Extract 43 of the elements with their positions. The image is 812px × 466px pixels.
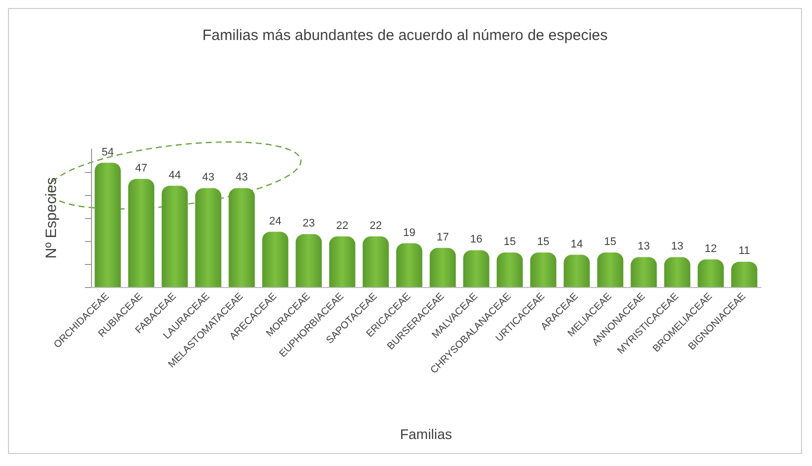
bar (463, 250, 490, 287)
data-label: 43 (202, 172, 214, 184)
bar (296, 234, 322, 287)
bar (664, 257, 690, 287)
chart-title: Familias más abundantes de acuerdo al número de especies (202, 27, 608, 44)
data-label: 19 (403, 226, 416, 239)
bar (228, 188, 255, 287)
bar (128, 178, 154, 287)
data-label: 17 (436, 231, 449, 244)
x-axis-title: Familias (400, 426, 452, 442)
data-label: 43 (236, 172, 248, 184)
data-label: 15 (504, 236, 516, 248)
bar (496, 252, 523, 287)
data-label: 24 (269, 215, 282, 228)
bar (564, 254, 590, 287)
data-label: 15 (537, 236, 550, 248)
data-label: 11 (738, 245, 750, 258)
bar (731, 262, 758, 287)
y-axis-title: Nº Especies (43, 177, 60, 259)
bar (430, 248, 456, 287)
bar (630, 257, 657, 287)
bar (698, 259, 724, 287)
data-label: 13 (638, 240, 650, 253)
data-label: 12 (704, 242, 717, 255)
data-label: 13 (671, 240, 684, 253)
bar (597, 252, 624, 287)
bar (162, 186, 188, 287)
bar (396, 243, 422, 287)
bar (530, 252, 556, 287)
data-label: 22 (336, 220, 348, 232)
data-label: 54 (102, 146, 114, 158)
data-label: 47 (135, 162, 148, 174)
bar (362, 236, 389, 287)
bar (262, 232, 288, 287)
data-label: 15 (604, 236, 616, 248)
bar (195, 188, 222, 287)
data-label: 22 (370, 220, 382, 232)
data-label: 14 (570, 238, 583, 250)
data-label: 16 (470, 234, 482, 246)
bar (329, 236, 356, 287)
bar (94, 162, 121, 287)
data-label: 23 (302, 218, 315, 230)
data-label: 44 (168, 169, 181, 182)
